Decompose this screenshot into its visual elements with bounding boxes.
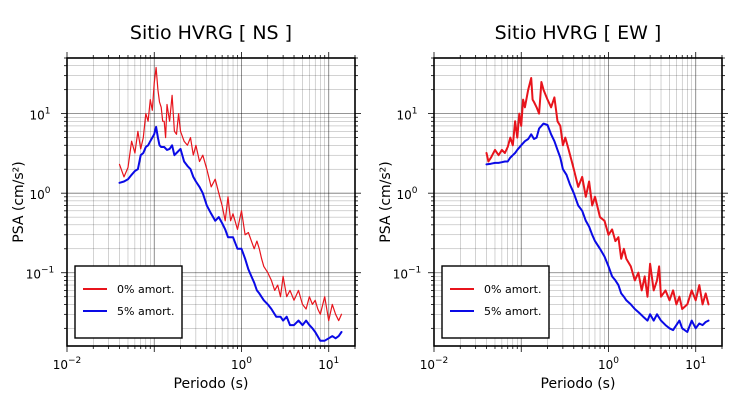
x-tick-label: 100 (231, 356, 252, 372)
tick-mantissa: 10 (396, 188, 411, 202)
tick-mantissa: 10 (393, 268, 408, 282)
tick-exponent: 0 (412, 186, 418, 196)
x-tick-label: 10−2 (420, 356, 449, 372)
tick-mantissa: 10 (598, 358, 613, 372)
x-axis-label: Periodo (s) (541, 376, 616, 392)
plot-frame (433, 57, 723, 347)
y-axis-label: PSA (cm/s²) (11, 161, 27, 243)
tick-exponent: −1 (41, 266, 54, 276)
tick-mantissa: 10 (53, 358, 68, 372)
tick-mantissa: 10 (29, 109, 44, 123)
chart-title: Sitio HVRG [ NS ] (130, 22, 292, 44)
y-tick-label: 100 (29, 186, 50, 202)
legend-box (441, 265, 550, 339)
tick-mantissa: 10 (420, 358, 435, 372)
tick-mantissa: 10 (26, 268, 41, 282)
chart-title: Sitio HVRG [ EW ] (495, 22, 662, 44)
series-line-0 (118, 66, 343, 322)
x-tick-label: 100 (598, 356, 619, 372)
tick-exponent: −2 (435, 356, 448, 366)
y-tick-label: 10−1 (393, 266, 422, 282)
series-line-0 (485, 77, 710, 310)
legend-label: 0% amort. (484, 283, 541, 296)
x-tick-label: 101 (318, 356, 339, 372)
legend-label: 0% amort. (117, 283, 174, 296)
y-tick-label: 101 (29, 107, 50, 123)
tick-exponent: 1 (701, 356, 707, 366)
tick-mantissa: 10 (29, 188, 44, 202)
tick-exponent: 1 (334, 356, 340, 366)
tick-exponent: −2 (68, 356, 81, 366)
tick-mantissa: 10 (396, 109, 411, 123)
x-tick-label: 10−2 (53, 356, 82, 372)
legend-label: 5% amort. (484, 305, 541, 318)
tick-exponent: 0 (45, 186, 51, 196)
grid (66, 57, 356, 346)
legend-label: 5% amort. (117, 305, 174, 318)
legend: 0% amort. 5% amort. (74, 265, 183, 339)
legend-box (74, 265, 183, 339)
chart-panel-ew: Sitio HVRG [ EW ] Periodo (s) PSA (cm/s²… (378, 22, 728, 392)
tick-mantissa: 10 (231, 358, 246, 372)
series-line-1 (485, 122, 710, 333)
tick-exponent: 0 (246, 356, 252, 366)
series-line-1 (118, 125, 343, 342)
tick-exponent: 0 (613, 356, 619, 366)
y-tick-label: 10−1 (26, 266, 55, 282)
tick-exponent: 1 (45, 107, 51, 117)
x-tick-label: 101 (685, 356, 706, 372)
tick-exponent: −1 (408, 266, 421, 276)
legend: 0% amort. 5% amort. (441, 265, 550, 339)
y-tick-label: 100 (396, 186, 417, 202)
tick-mantissa: 10 (318, 358, 333, 372)
plot-frame (66, 57, 356, 347)
y-axis-label: PSA (cm/s²) (378, 161, 394, 243)
x-axis-label: Periodo (s) (174, 376, 249, 392)
tick-exponent: 1 (412, 107, 418, 117)
tick-mantissa: 10 (685, 358, 700, 372)
y-tick-label: 101 (396, 107, 417, 123)
chart-panel-ns: Sitio HVRG [ NS ] Periodo (s) PSA (cm/s²… (11, 22, 361, 392)
